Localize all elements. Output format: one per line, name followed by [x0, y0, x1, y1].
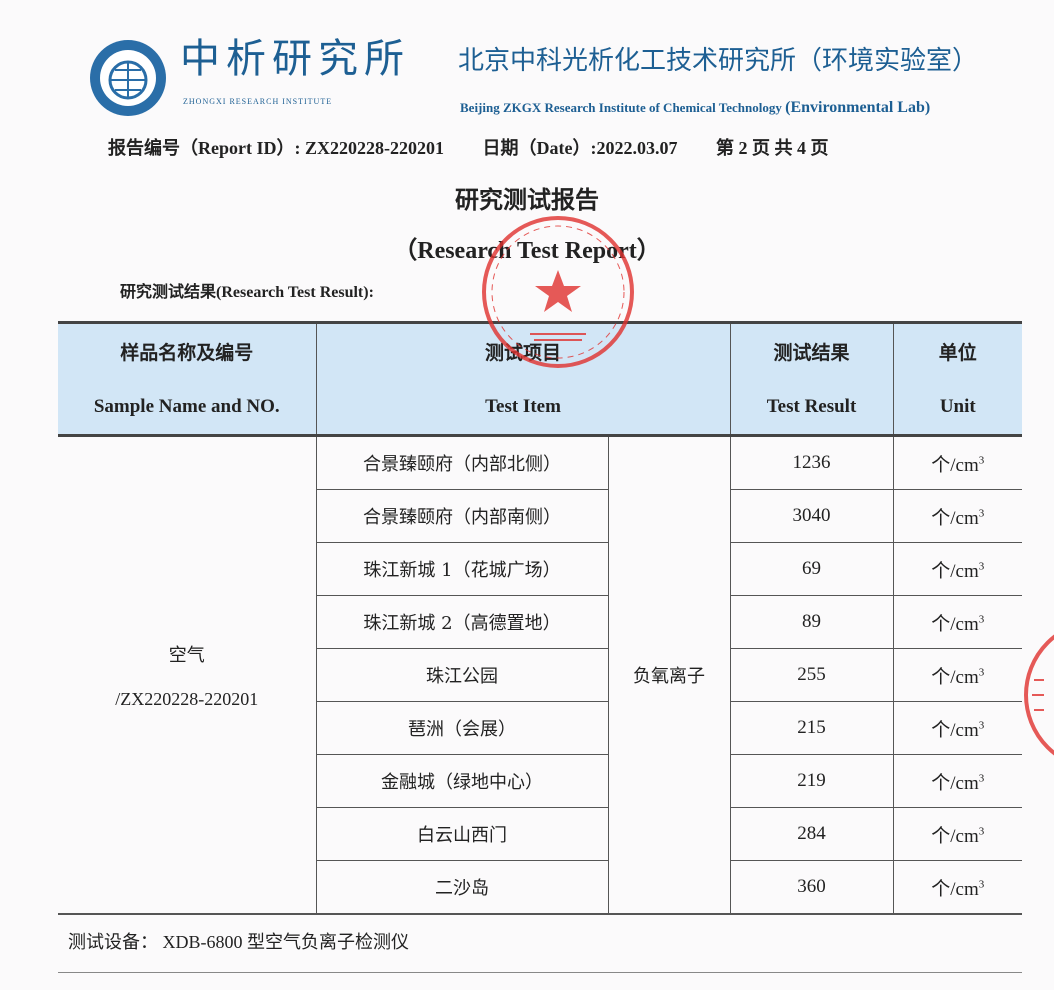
- unit-text: 个/cm: [931, 666, 979, 688]
- unit-text: 个/cm: [931, 454, 979, 476]
- result-cell: 219: [729, 754, 894, 808]
- result-cell: 255: [729, 648, 894, 702]
- location-cell: 金融城（绿地中心）: [316, 754, 609, 808]
- sample-cell: 空气/ZX220228-220201: [58, 435, 317, 914]
- test-item-cell: 负氧离子: [607, 435, 731, 914]
- header-test-item-en: Test Item: [315, 379, 731, 437]
- unit-cell: 个/cm3: [892, 701, 1023, 755]
- unit-cell: 个/cm3: [892, 435, 1023, 490]
- unit-sup: 3: [978, 560, 985, 573]
- unit-text: 个/cm: [931, 507, 979, 529]
- unit-sup: 3: [978, 825, 985, 838]
- location-cell: 白云山西门: [316, 807, 609, 861]
- header-result: 测试结果: [729, 321, 894, 379]
- location-cell: 二沙岛: [316, 860, 609, 914]
- unit-cell: 个/cm3: [892, 542, 1023, 596]
- header-unit: 单位: [892, 321, 1023, 379]
- unit-text: 个/cm: [931, 719, 979, 741]
- table-row: 珠江新城 1（花城广场） 69 个/cm3: [58, 542, 1023, 596]
- institute-en-main: Beijing ZKGX Research Institute of Chemi…: [460, 100, 782, 115]
- result-cell: 89: [729, 595, 894, 649]
- test-equipment: 测试设备： XDB-6800 型空气负离子检测仪: [68, 932, 409, 952]
- result-cell: 360: [729, 860, 894, 914]
- result-cell: 284: [729, 807, 894, 861]
- location-cell: 珠江公园: [316, 648, 609, 702]
- location-cell: 合景臻颐府（内部南侧）: [316, 489, 609, 543]
- divider: [58, 972, 1022, 973]
- page-number: 第 2 页 共 4 页: [715, 138, 829, 158]
- unit-sup: 3: [978, 719, 985, 732]
- table-row: 金融城（绿地中心） 219 个/cm3: [58, 754, 1023, 808]
- brand-name-cn: 中析研究所: [180, 36, 410, 82]
- unit-text: 个/cm: [931, 772, 979, 794]
- unit-text: 个/cm: [931, 825, 979, 847]
- unit-cell: 个/cm3: [892, 489, 1023, 543]
- table-row: 琶洲（会展） 215 个/cm3: [58, 701, 1023, 755]
- result-label: 研究测试结果(Research Test Result):: [120, 284, 374, 301]
- institute-name-en: Beijing ZKGX Research Institute of Chemi…: [460, 98, 1040, 118]
- unit-text: 个/cm: [931, 878, 979, 900]
- table-row: 二沙岛 360 个/cm3: [58, 860, 1023, 914]
- location-cell: 合景臻颐府（内部北侧）: [315, 435, 609, 490]
- header-result-en: Test Result: [729, 379, 894, 437]
- unit-sup: 3: [978, 454, 985, 467]
- unit-text: 个/cm: [931, 613, 979, 635]
- unit-sup: 3: [978, 507, 985, 520]
- result-cell: 1236: [729, 435, 894, 490]
- unit-sup: 3: [978, 878, 985, 891]
- unit-cell: 个/cm3: [892, 754, 1023, 808]
- report-title-en: （Research Test Report）: [393, 238, 661, 264]
- unit-cell: 个/cm3: [892, 595, 1023, 649]
- institute-en-suffix: (Environmental Lab): [785, 99, 931, 116]
- sample-name: 空气: [168, 644, 205, 666]
- location-cell: 珠江新城 2（高德置地）: [316, 595, 609, 649]
- header-unit-en: Unit: [892, 379, 1023, 437]
- table-row: 空气/ZX220228-220201 合景臻颐府（内部北侧） 负氧离子 1236 个/c…: [58, 435, 1023, 914]
- unit-cell: 个/cm3: [892, 807, 1023, 861]
- unit-sup: 3: [978, 613, 985, 626]
- sample-no: /ZX220228-220201: [115, 688, 259, 709]
- table-row: 珠江公园 255 个/cm3: [58, 648, 1023, 702]
- institute-name-cn: 北京中科光析化工技术研究所（环境实验室）: [458, 46, 979, 76]
- institute-logo: [90, 40, 166, 116]
- divider: [58, 914, 1022, 915]
- header-sample: 样品名称及编号: [58, 321, 317, 379]
- unit-sup: 3: [978, 772, 985, 785]
- result-cell: 215: [729, 701, 894, 755]
- report-id: 报告编号（Report ID）: ZX220228-220201: [108, 138, 444, 158]
- unit-sup: 3: [978, 666, 985, 679]
- report-title-cn: 研究测试报告: [455, 188, 599, 214]
- report-date: 日期（Date）:2022.03.07: [482, 138, 678, 158]
- header-test-item: 测试项目: [315, 321, 731, 379]
- unit-text: 个/cm: [931, 560, 979, 582]
- header-row-en: Sample Name and NO. Test Item Test Resul…: [58, 379, 1023, 437]
- header-row-cn: 样品名称及编号 测试项目 测试结果 单位: [58, 321, 1023, 379]
- location-cell: 琶洲（会展）: [316, 701, 609, 755]
- unit-cell: 个/cm3: [892, 860, 1023, 914]
- result-cell: 3040: [729, 489, 894, 543]
- results-table: 样品名称及编号 测试项目 测试结果 单位 Sample Name and NO.…: [58, 321, 1023, 914]
- unit-cell: 个/cm3: [892, 648, 1023, 702]
- header-sample-en: Sample Name and NO.: [58, 379, 317, 437]
- partial-seal: [1024, 634, 1054, 756]
- report-meta: 报告编号（Report ID）: ZX220228-220201 日期（Date…: [108, 136, 1008, 160]
- location-cell: 珠江新城 1（花城广场）: [316, 542, 609, 596]
- table-row: 合景臻颐府（内部南侧） 3040 个/cm3: [58, 489, 1023, 543]
- brand-name-en: ZHONGXI RESEARCH INSTITUTE: [183, 97, 333, 106]
- result-cell: 69: [729, 542, 894, 596]
- table-row: 白云山西门 284 个/cm3: [58, 807, 1023, 861]
- table-row: 珠江新城 2（高德置地） 89 个/cm3: [58, 595, 1023, 649]
